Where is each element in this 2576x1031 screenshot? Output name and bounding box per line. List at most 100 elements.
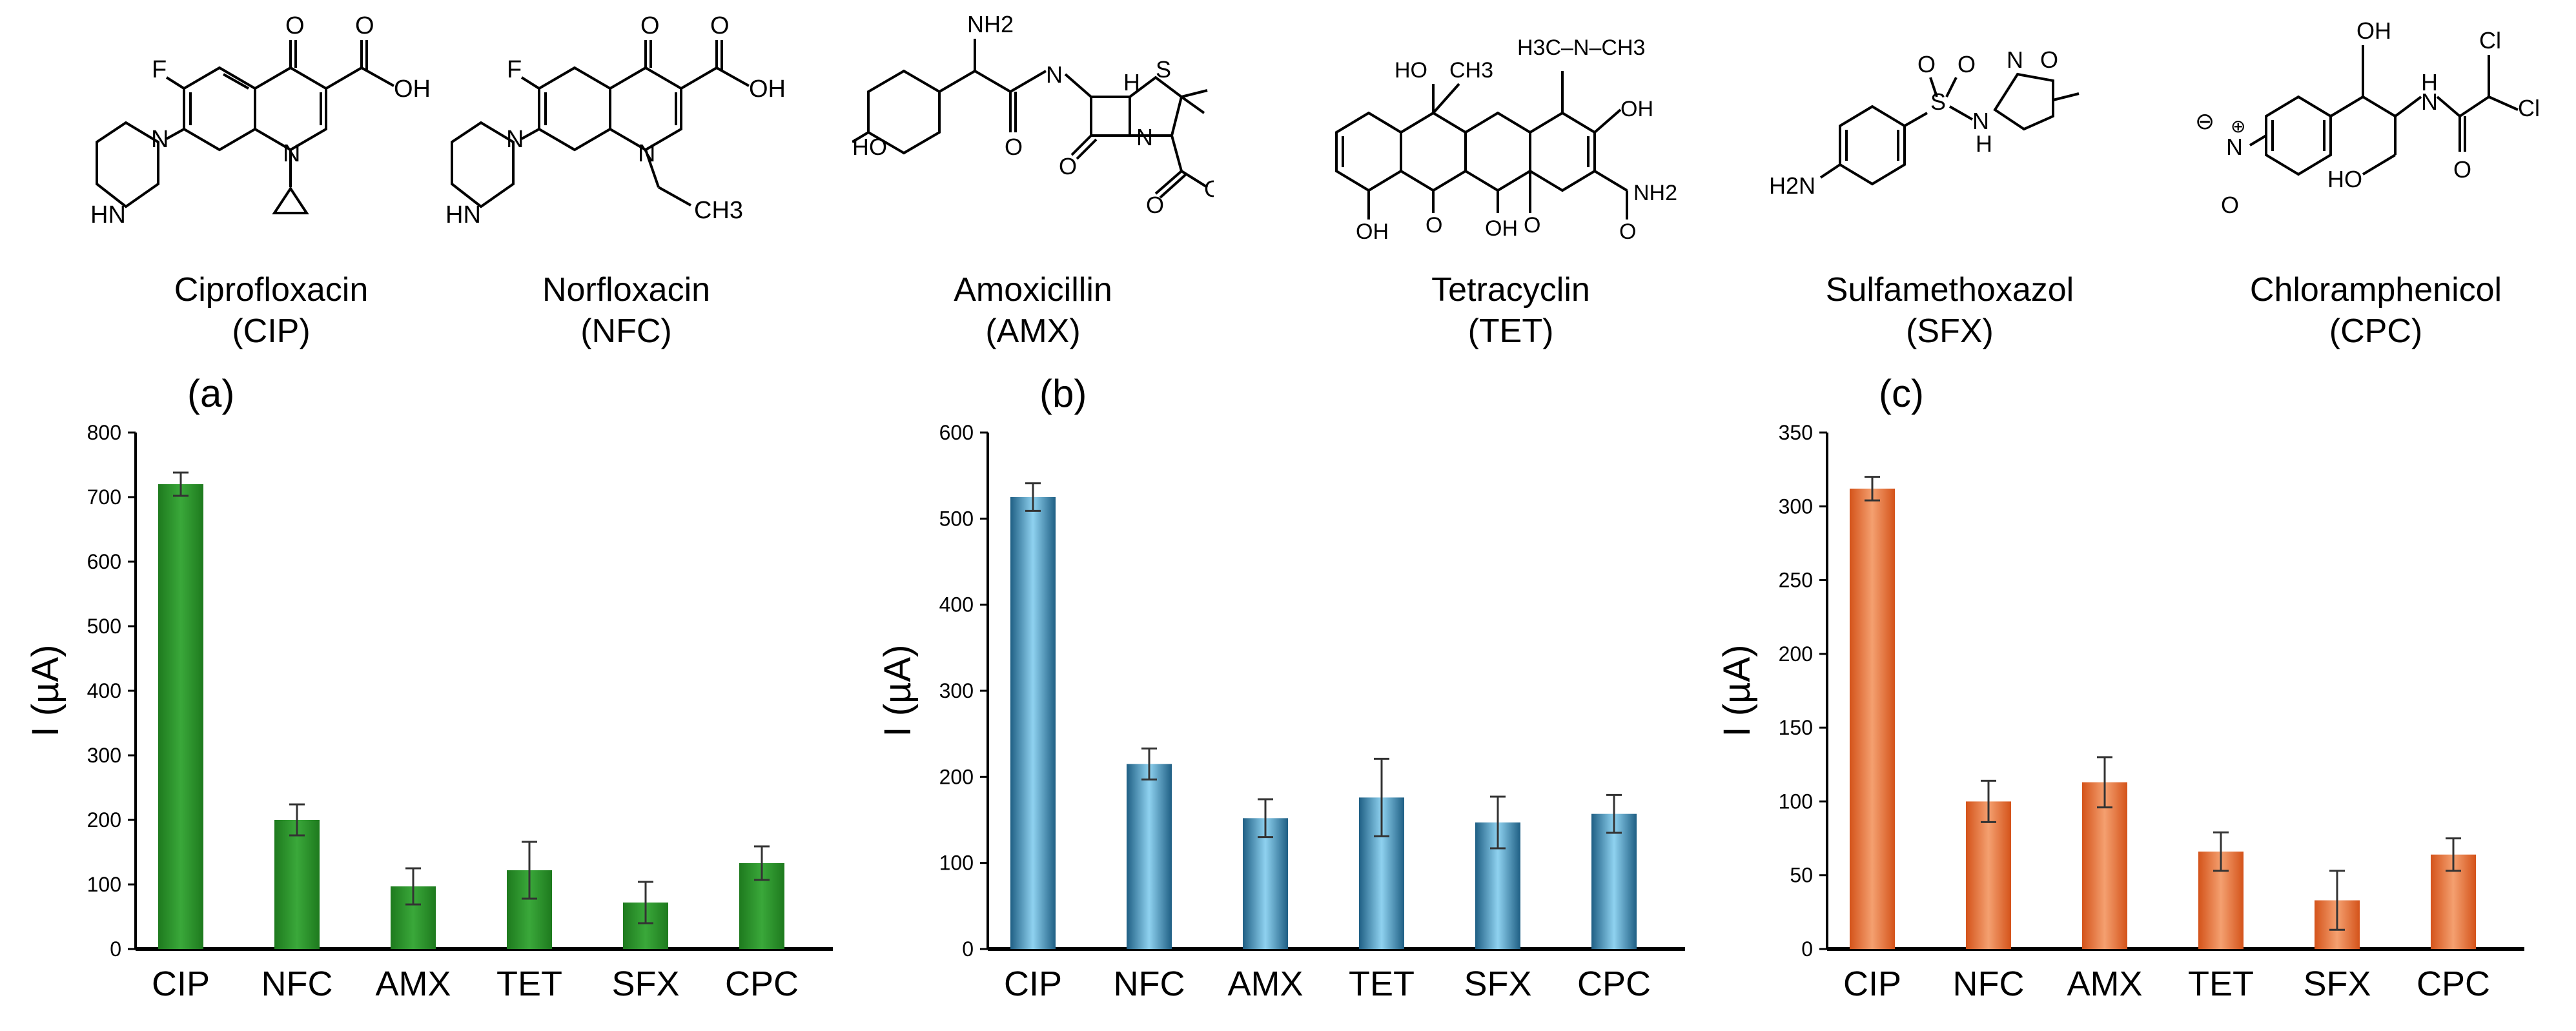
bar <box>1243 818 1288 949</box>
y-tick-label: 300 <box>87 744 121 767</box>
sfx-h2n-label: H2N <box>1769 172 1815 199</box>
chart-panel-b: (b) 0 100 200 300 400 500 600 I (µA) CIP NFC AMX TET… <box>872 372 1724 1026</box>
compound-name: Sulfamethoxazol <box>1825 271 2074 309</box>
nfc-n2-label: N <box>638 140 655 167</box>
y-tick-label: 700 <box>87 485 121 509</box>
cpc-h-label: H <box>2421 69 2438 96</box>
x-tick-label: CIP <box>152 965 210 1003</box>
x-tick-label: CPC <box>725 965 799 1003</box>
x-tick-label: AMX <box>375 965 451 1003</box>
nfc-hn-label: HN <box>445 201 481 229</box>
compound-name: Amoxicillin <box>954 271 1112 309</box>
x-tick-label: CIP <box>1843 965 1901 1003</box>
panel-label: (b) <box>1039 372 1087 415</box>
norfloxacin-structure-icon: O O OH F N HN N CH3 <box>445 12 786 229</box>
bar-chart-c: (c) 0 50 100 150 200 250 300 350 I (µA) CIP NFC AMX T… <box>1716 372 2524 1003</box>
bar <box>1966 801 2011 949</box>
cpc-o-label: O <box>2453 156 2471 183</box>
x-tick-label: NFC <box>1953 965 2025 1003</box>
sfx-n2-label: N <box>2007 46 2023 73</box>
ciprofloxacin-structure-icon: O O OH F N HN N <box>90 12 431 229</box>
chloramphenicol-structure-icon: OH H N Cl Cl O HO N O ⊖ ⊕ <box>2195 17 2540 218</box>
bar <box>1010 497 1056 949</box>
tet-o3-label: O <box>1619 219 1636 244</box>
y-axis-label: I (µA) <box>877 645 919 737</box>
amx-s-label: S <box>1156 56 1171 83</box>
amx-n2-label: N <box>1136 124 1153 150</box>
compound-amx: NH2 HO N H S N O O O OH Amoxicillin (AMX… <box>852 0 1214 362</box>
tet-ho-label: HO <box>1395 58 1427 83</box>
bar <box>1850 488 1895 949</box>
cip-hn-label: HN <box>90 201 126 229</box>
y-tick-label: 500 <box>87 615 121 638</box>
x-tick-label: SFX <box>2303 965 2371 1003</box>
cpc-oh-label: OH <box>2356 17 2391 44</box>
x-tick-label: TET <box>1349 965 1415 1003</box>
tetracyclin-structure-icon: HO CH3 H3C–N–CH3 OH NH2 OH O OH O O <box>1335 36 1677 244</box>
sfx-h-label: H <box>1976 130 1992 157</box>
y-tick-label: 250 <box>1779 569 1813 592</box>
sfx-o-label: O <box>1917 51 1936 77</box>
y-tick-label: 100 <box>939 852 974 875</box>
cip-o2-label: O <box>355 12 374 39</box>
chart-panel-c: (c) 0 50 100 150 200 250 300 350 I (µA) CIP NFC AMX T… <box>1711 372 2563 1026</box>
y-tick-label: 150 <box>1779 716 1813 739</box>
bar <box>158 484 203 949</box>
x-tick-label: TET <box>496 965 562 1003</box>
sfx-n-label: N <box>1972 108 1989 134</box>
nfc-ch3-label: CH3 <box>694 197 743 224</box>
sfx-o3-label: O <box>2040 46 2058 73</box>
compound-cpc: OH H N Cl Cl O HO N O ⊖ ⊕ Chloramphenico… <box>2195 0 2557 362</box>
compound-cip: O O OH F N HN N Ciprofloxacin (CIP) <box>90 0 452 362</box>
tet-nme2-label: H3C–N–CH3 <box>1517 36 1645 60</box>
chart-panel-a: (a) 0 100 200 300 400 500 600 700 800 I (µA) CIP NFC… <box>19 372 872 1026</box>
nfc-f-label: F <box>507 56 522 83</box>
compound-name: Chloramphenicol <box>2249 271 2502 309</box>
sulfamethoxazol-structure-icon: S O O N H N O H2N <box>1769 46 2080 199</box>
cpc-cl-label: Cl <box>2479 27 2501 54</box>
y-tick-label: 100 <box>87 873 121 896</box>
x-tick-label: CPC <box>1577 965 1651 1003</box>
amx-o-label: O <box>1005 134 1023 160</box>
bar-chart-a: (a) 0 100 200 300 400 500 600 700 800 I (µA) CIP NFC… <box>25 372 833 1003</box>
tet-ch3-label: CH3 <box>1449 58 1493 83</box>
nfc-n-label: N <box>506 126 524 153</box>
amx-o2-label: O <box>1059 153 1077 179</box>
compound-name: Norfloxacin <box>542 271 711 309</box>
tet-o2-label: O <box>1524 213 1540 238</box>
compound-abbr: (CPC) <box>2329 312 2423 350</box>
y-tick-label: 100 <box>1779 790 1813 813</box>
x-tick-label: NFC <box>1114 965 1185 1003</box>
bar <box>274 820 320 949</box>
cpc-o2-label: O <box>2221 192 2239 218</box>
x-tick-label: AMX <box>1227 965 1303 1003</box>
cip-n-label: N <box>151 126 169 153</box>
cip-o-label: O <box>285 12 305 39</box>
sfx-s-label: S <box>1930 88 1946 115</box>
compound-abbr: (CIP) <box>232 312 311 350</box>
y-tick-label: 300 <box>939 679 974 702</box>
cpc-n-label: N <box>2421 88 2438 115</box>
compound-nfc: O O OH F N HN N CH3 Norfloxacin (NFC) <box>445 0 807 362</box>
nfc-oh-label: OH <box>749 76 786 103</box>
compound-tet: HO CH3 H3C–N–CH3 OH NH2 OH O OH O O Tetr… <box>1330 0 1692 362</box>
bar <box>1591 813 1637 949</box>
amx-h-label: H <box>1123 69 1140 96</box>
bar-chart-b: (b) 0 100 200 300 400 500 600 I (µA) CIP NFC AMX TET… <box>877 372 1685 1003</box>
compound-abbr: (TET) <box>1467 312 1554 350</box>
y-tick-label: 400 <box>939 593 974 617</box>
sfx-o2-label: O <box>1958 51 1976 77</box>
cpc-minus-label: ⊖ <box>2195 108 2214 134</box>
amx-n-label: N <box>1046 61 1063 88</box>
amx-oh-label: OH <box>1204 176 1214 202</box>
y-tick-label: 350 <box>1779 421 1813 444</box>
compound-sfx: S O O N H N O H2N Sulfamethoxazol (SFX) <box>1769 0 2131 362</box>
compound-name: Ciprofloxacin <box>174 271 369 309</box>
y-tick-label: 200 <box>87 808 121 832</box>
amx-nh2-label: NH2 <box>967 11 1014 37</box>
compound-abbr: (NFC) <box>580 312 672 350</box>
compound-abbr: (AMX) <box>985 312 1081 350</box>
tet-nh2-label: NH2 <box>1633 181 1677 205</box>
y-tick-label: 0 <box>110 937 121 961</box>
